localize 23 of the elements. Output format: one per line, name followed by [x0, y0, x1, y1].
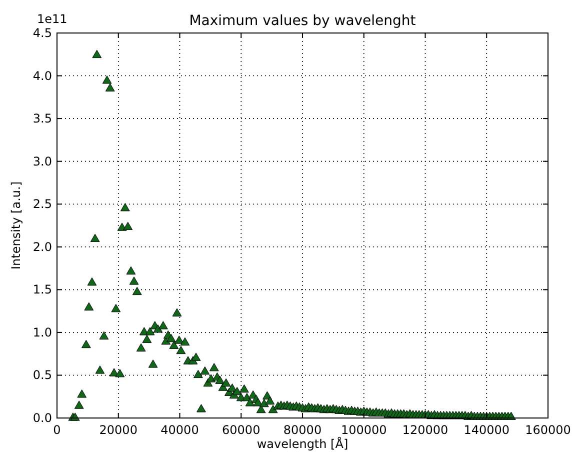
y-tick-label: 0.5	[32, 368, 52, 382]
y-tick-label: 3.5	[32, 112, 52, 126]
x-tick-label: 20000	[99, 423, 138, 437]
y-tick-label: 2.0	[32, 240, 52, 254]
y-tick-label: 1.5	[32, 282, 52, 297]
y-tick-label: 4.5	[32, 26, 52, 40]
x-tick-label: 40000	[160, 423, 199, 437]
text: 1e11	[37, 12, 68, 26]
x-tick-label: 80000	[283, 423, 322, 437]
y-tick-label: 1.0	[32, 325, 52, 340]
x-tick-label: 100000	[340, 423, 387, 437]
x-tick-label: 140000	[464, 423, 510, 437]
y-tick-label: 4.0	[32, 68, 52, 83]
x-tick-label: 0	[53, 423, 61, 437]
chart-title: Maximum values by wavelenght	[189, 13, 416, 29]
x-tick-label: 160000	[525, 423, 571, 437]
x-tick-label: 60000	[222, 423, 260, 437]
y-tick-label: 0.0	[32, 411, 52, 425]
x-tick-label: 120000	[402, 423, 448, 437]
y-tick-label: 3.0	[32, 154, 52, 168]
y-axis-title: Intensity [a.u.]	[9, 182, 23, 270]
y-tick-label: 2.5	[32, 197, 52, 212]
x-axis-title: wavelength [Å]	[256, 436, 348, 451]
